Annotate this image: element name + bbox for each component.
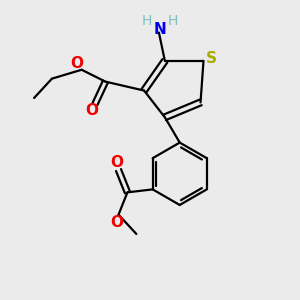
Text: N: N (154, 22, 167, 37)
Text: S: S (206, 51, 216, 66)
Text: O: O (110, 155, 124, 170)
Text: H: H (141, 14, 152, 28)
Text: O: O (110, 214, 124, 230)
Text: O: O (85, 103, 98, 118)
Text: H: H (168, 14, 178, 28)
Text: O: O (71, 56, 84, 71)
